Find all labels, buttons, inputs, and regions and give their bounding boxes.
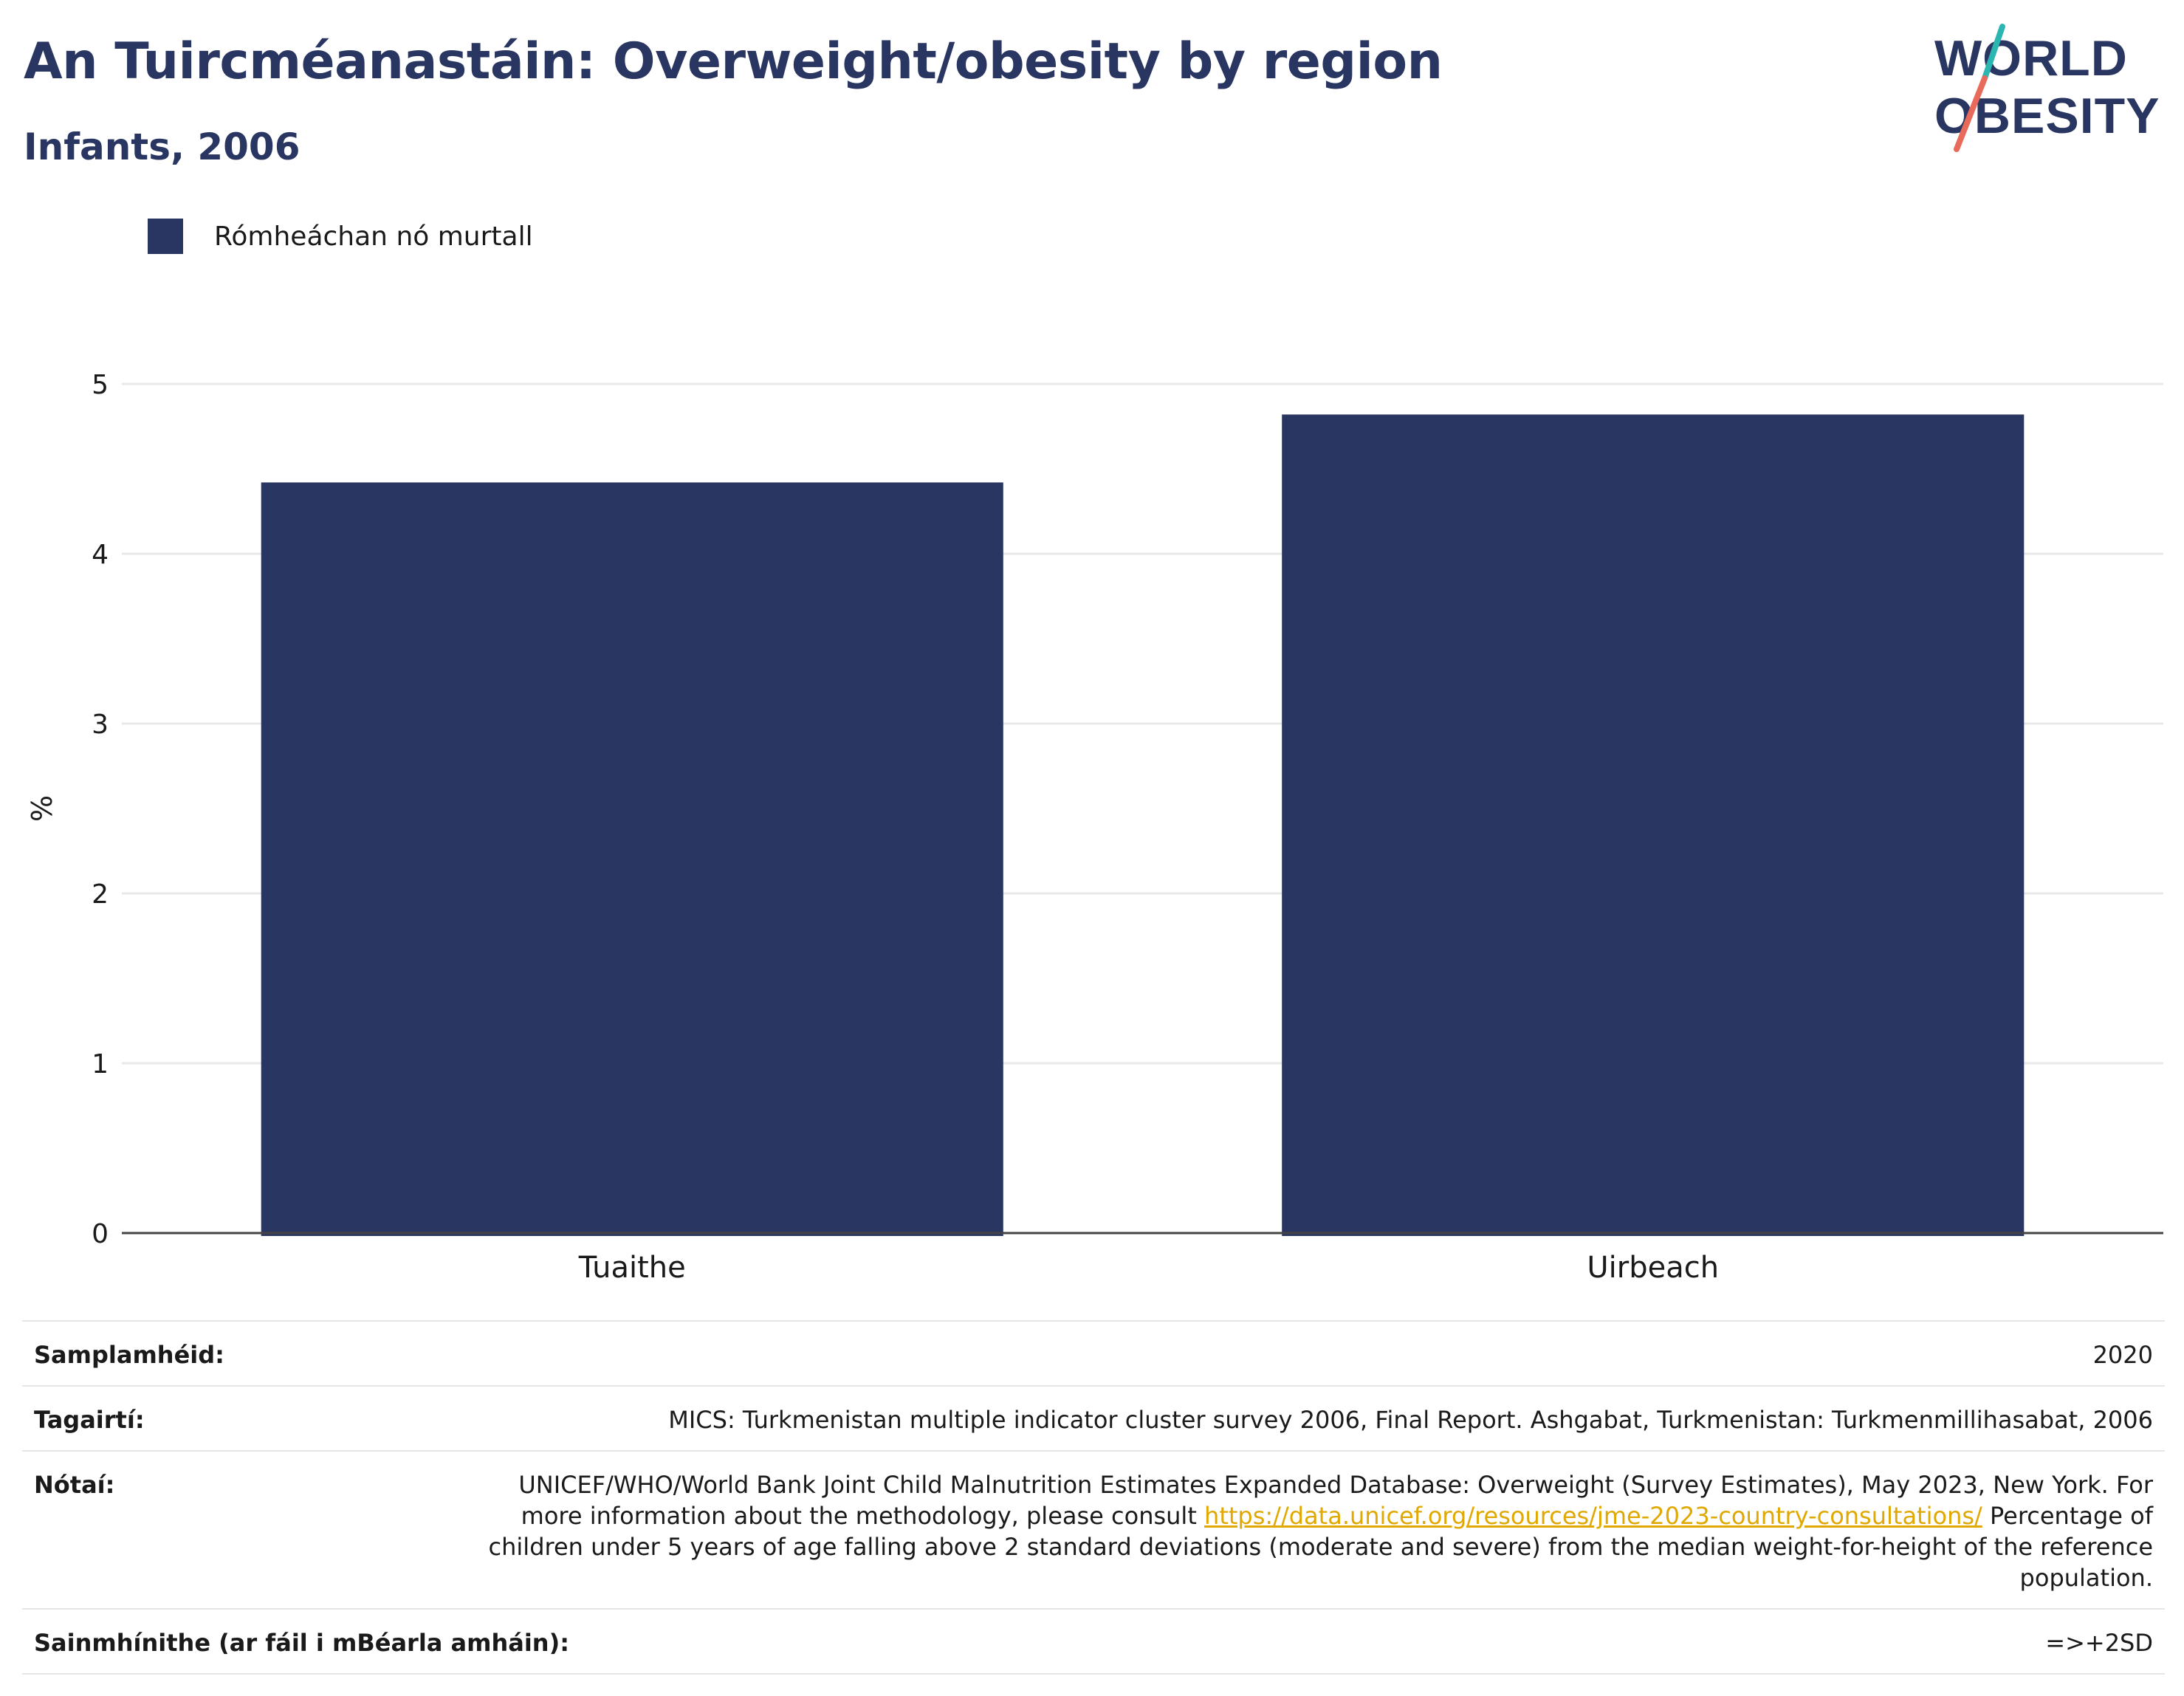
- references-row: Tagairtí: MICS: Turkmenistan multiple in…: [22, 1385, 2165, 1450]
- bar-chart: 0 1 2 3 4 5% Tuaithe Uirbeach: [26, 370, 2163, 1285]
- y-tick-label: 2: [92, 879, 109, 910]
- bar: [1282, 414, 2025, 1236]
- definitions-label: Sainmhínithe (ar fáil i mBéarla amháin):: [34, 1629, 569, 1657]
- world-obesity-logo: WORLD OBESITY: [1934, 24, 2160, 152]
- x-tick-label: Uirbeach: [1587, 1251, 1719, 1285]
- definitions-value: =>+2SD: [2045, 1629, 2153, 1657]
- definitions-row: Sainmhínithe (ar fáil i mBéarla amháin):…: [22, 1608, 2165, 1675]
- notes-text-2: Percentage of children under 5 years of …: [488, 1502, 2153, 1592]
- bar: [261, 482, 1003, 1236]
- sample-size-label: Samplamhéid:: [34, 1341, 224, 1369]
- notes-label: Nótaí:: [34, 1471, 115, 1499]
- notes-row: Nótaí: UNICEF/WHO/World Bank Joint Child…: [22, 1450, 2165, 1608]
- legend-label: Rómheáchan nó murtall: [214, 221, 533, 252]
- sample-size-row: Samplamhéid: 2020: [22, 1320, 2165, 1385]
- chart-legend: Rómheáchan nó murtall: [148, 219, 533, 254]
- notes-link[interactable]: https://data.unicef.org/resources/jme-20…: [1204, 1502, 1982, 1530]
- y-tick-label: 5: [92, 370, 109, 400]
- axes: 0 1 2 3 4 5% Tuaithe Uirbeach: [26, 370, 2163, 1285]
- chart-subtitle: Infants, 2006: [24, 126, 301, 168]
- y-tick-label: 4: [92, 540, 109, 570]
- metadata-table: Samplamhéid: 2020 Tagairtí: MICS: Turkme…: [22, 1320, 2165, 1675]
- legend-swatch: [148, 219, 183, 254]
- notes-text-1: UNICEF/WHO/World Bank Joint Child Malnut…: [518, 1471, 2153, 1530]
- references-label: Tagairtí:: [34, 1406, 145, 1434]
- svg-text:WORLD: WORLD: [1934, 30, 2128, 86]
- y-axis-label: %: [26, 795, 58, 822]
- references-value: MICS: Turkmenistan multiple indicator cl…: [668, 1406, 2153, 1434]
- y-tick-label: 0: [92, 1219, 109, 1249]
- y-tick-label: 3: [92, 710, 109, 740]
- chart-title: An Tuircméanastáin: Overweight/obesity b…: [24, 32, 1443, 91]
- y-tick-label: 1: [92, 1049, 109, 1079]
- notes-value: UNICEF/WHO/World Bank Joint Child Malnut…: [484, 1469, 2153, 1593]
- x-tick-label: Tuaithe: [578, 1251, 686, 1285]
- bars: [261, 414, 2025, 1236]
- sample-size-value: 2020: [2092, 1341, 2153, 1369]
